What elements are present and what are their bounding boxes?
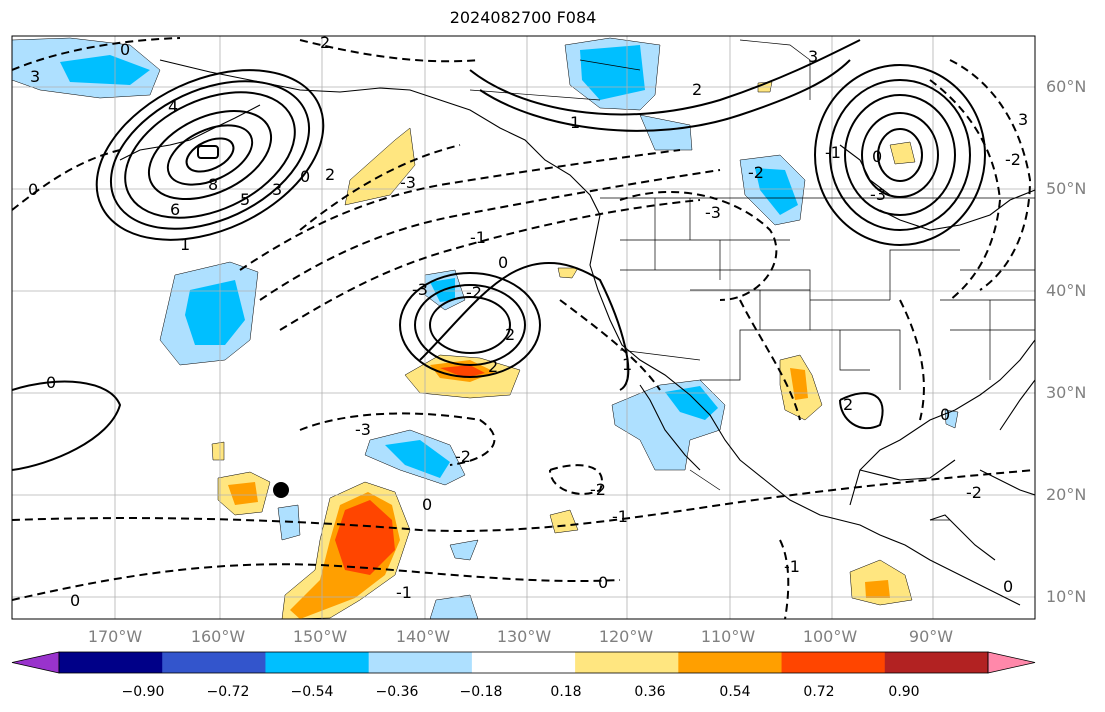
svg-text:-3: -3 (412, 280, 428, 299)
svg-text:0: 0 (422, 495, 432, 514)
svg-text:3: 3 (1018, 110, 1028, 129)
colorbar-tick-label: 0.36 (634, 684, 666, 700)
svg-text:-3: -3 (870, 185, 886, 204)
svg-text:2: 2 (320, 33, 330, 52)
svg-text:-1: -1 (784, 557, 800, 576)
svg-text:0: 0 (598, 573, 608, 592)
coastlines (119, 59, 1035, 606)
svg-text:-3: -3 (355, 420, 371, 439)
svg-text:1: 1 (622, 355, 632, 374)
colorbar-tick-label: 0.18 (550, 684, 582, 700)
svg-text:-2: -2 (748, 163, 764, 182)
negative-anomaly-shading (12, 37, 959, 619)
dashed-contours (12, 37, 1035, 619)
lat-label-20n: 20°N (1046, 485, 1087, 504)
lat-label-40n: 40°N (1046, 281, 1087, 300)
svg-text:2: 2 (692, 80, 702, 99)
svg-text:-2: -2 (590, 480, 606, 499)
svg-text:-2: -2 (466, 283, 482, 302)
lon-label-100w: 100°W (802, 627, 858, 646)
svg-text:5: 5 (240, 190, 250, 209)
svg-text:-3: -3 (400, 173, 416, 192)
colorbar-tick-label: 0.54 (719, 684, 751, 700)
map-frame (11, 35, 1036, 620)
svg-text:-1: -1 (470, 228, 486, 247)
svg-text:4: 4 (168, 97, 178, 116)
svg-text:0: 0 (940, 405, 950, 424)
lat-label-10n: 10°N (1046, 587, 1087, 606)
lon-label-120w: 120°W (598, 627, 654, 646)
lon-label-140w: 140°W (395, 627, 451, 646)
lon-label-130w: 130°W (496, 627, 552, 646)
colorbar-tick-label: −0.36 (375, 684, 419, 700)
svg-text:-2: -2 (966, 483, 982, 502)
colorbar-tick-label: 0.72 (803, 684, 835, 700)
svg-text:3: 3 (30, 67, 40, 86)
svg-text:0: 0 (498, 253, 508, 272)
colorbar-tick-label: −0.72 (206, 684, 250, 700)
svg-text:2: 2 (325, 165, 335, 184)
svg-text:8: 8 (208, 175, 218, 194)
solid-contours (12, 39, 986, 471)
lon-label-110w: 110°W (700, 627, 756, 646)
svg-text:1: 1 (570, 113, 580, 132)
lat-label-60n: 60°N (1046, 77, 1087, 96)
lon-label-170w: 170°W (87, 627, 143, 646)
svg-text:-1: -1 (612, 507, 628, 526)
svg-text:0: 0 (1003, 577, 1013, 596)
colorbar-tick-label: −0.54 (290, 684, 334, 700)
svg-text:-2: -2 (455, 447, 471, 466)
svg-text:2: 2 (488, 357, 498, 376)
colorbar-tick-label: 0.90 (888, 684, 920, 700)
svg-text:0: 0 (70, 591, 80, 610)
svg-text:-3: -3 (705, 203, 721, 222)
svg-text:6: 6 (170, 200, 180, 219)
lon-label-160w: 160°W (190, 627, 246, 646)
contour-labels: 0 2 3 4 8 6 5 1 0 3 0 2 2 1 0 -2 -3 -1 -… (28, 33, 1028, 610)
lon-label-90w: 90°W (908, 627, 954, 646)
location-marker (273, 482, 289, 498)
colorbar-tick-label: −0.18 (459, 684, 503, 700)
svg-text:-2: -2 (1005, 150, 1021, 169)
lat-label-30n: 30°N (1046, 383, 1087, 402)
positive-anomaly-shading (211, 81, 916, 619)
svg-text:1: 1 (180, 235, 190, 254)
political-boundaries (469, 39, 1035, 521)
svg-text:3: 3 (272, 180, 282, 199)
svg-text:-1: -1 (396, 583, 412, 602)
svg-text:2: 2 (505, 325, 515, 344)
plot-title: 2024082700 F084 (449, 8, 597, 27)
lon-label-150w: 150°W (292, 627, 348, 646)
svg-text:0: 0 (120, 40, 130, 59)
svg-text:0: 0 (28, 180, 38, 199)
svg-text:-1: -1 (825, 143, 841, 162)
svg-text:0: 0 (872, 147, 882, 166)
svg-text:3: 3 (808, 47, 818, 66)
svg-text:0: 0 (300, 167, 310, 186)
lat-label-50n: 50°N (1046, 179, 1087, 198)
svg-text:0: 0 (46, 373, 56, 392)
svg-text:2: 2 (843, 395, 853, 414)
colorbar-tick-label: −0.90 (121, 684, 165, 700)
